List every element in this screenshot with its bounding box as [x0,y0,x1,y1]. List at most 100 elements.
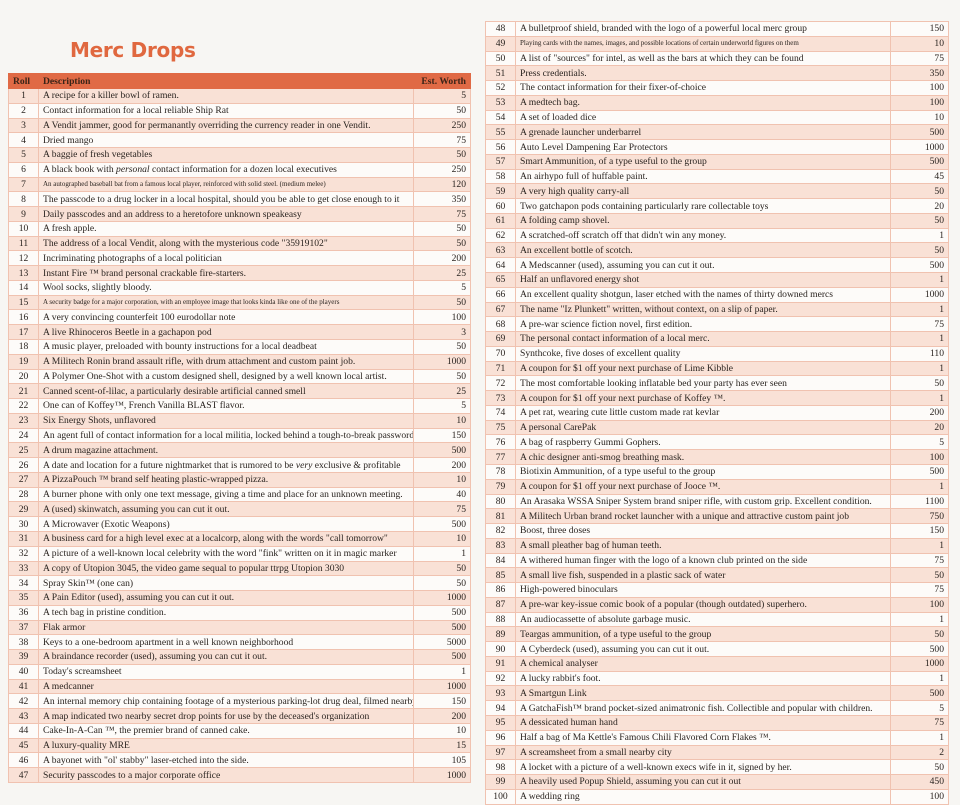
description-cell: A medcanner [38,678,414,695]
roll-cell: 59 [485,183,516,200]
table-row: 18 A music player, preloaded with bounty … [8,339,471,355]
table-row: 44 Cake-In-A-Can ™, the premier brand of … [8,722,471,739]
description-cell: Daily passcodes and an address to a here… [38,206,414,222]
worth-cell: 25 [413,265,471,281]
worth-cell: 75 [890,50,949,67]
table-row: 84 A withered human finger with the logo … [485,552,949,569]
description-cell: A burner phone with only one text messag… [38,486,414,503]
worth-cell: 50 [413,575,471,592]
description-cell: A pet rat, wearing cute little custom ma… [515,404,891,421]
worth-cell: 15 [413,737,471,754]
table-row: 46 A bayonet with "ol' stabby" laser-etch… [8,752,471,769]
worth-cell: 10 [413,412,471,429]
description-cell: A picture of a well-known local celebrit… [38,545,414,562]
worth-cell: 50 [413,102,471,119]
roll-cell: 43 [8,708,39,724]
table-row: 8 The passcode to a drug locker in a loca… [8,191,471,208]
description-cell: A live Rhinoceros Beetle in a gachapon p… [38,324,414,341]
roll-cell: 80 [485,493,516,510]
roll-cell: 53 [485,94,516,111]
description-text: A black book with [43,164,117,176]
description-cell: A chic designer anti-smog breathing mask… [515,449,891,465]
table-row: 32 A picture of a well-known local celebr… [8,545,471,562]
description-cell: A small pleather bag of human teeth. [515,537,891,554]
description-cell: A folding camp shovel. [515,212,891,229]
worth-cell: 5 [890,434,949,451]
worth-cell: 200 [413,250,471,267]
description-cell: A bag of raspberry Gummi Gophers. [515,434,891,451]
worth-cell: 2 [890,744,949,761]
roll-cell: 96 [485,729,516,746]
table-row: 54 A set of loaded dice 10 [485,109,949,126]
worth-cell: 200 [890,404,949,421]
roll-cell: 22 [8,398,39,414]
roll-cell: 95 [485,714,516,731]
table-row: 28 A burner phone with only one text mess… [8,486,471,503]
worth-cell: 5 [413,279,471,296]
description-cell: Dried mango [38,132,414,149]
worth-cell: 50 [890,375,949,392]
table-row: 16 A very convincing counterfeit 100 euro… [8,309,471,326]
roll-cell: 3 [8,117,39,134]
worth-cell: 10 [890,35,949,52]
description-cell: A music player, preloaded with bounty in… [38,339,414,355]
description-cell: The contact information for their fixer-… [515,80,891,96]
roll-cell: 55 [485,124,516,141]
header-worth: Est. Worth [413,73,471,89]
worth-cell: 110 [890,345,949,362]
table-row: 29 A (used) skinwatch, assuming you can c… [8,501,471,518]
worth-cell: 50 [413,235,471,252]
description-cell: A Polymer One-Shot with a custom designe… [38,368,414,385]
table-row: 25 A drum magazine attachment. 500 [8,442,471,459]
worth-cell: 100 [890,94,949,111]
description-cell: Incriminating photographs of a local pol… [38,250,414,267]
table-row: 12 Incriminating photographs of a local p… [8,250,471,267]
worth-cell: 1000 [890,655,949,672]
table-row: 68 A pre-war science fiction novel, first… [485,316,949,333]
table-row: 13 Instant Fire ™ brand personal crackabl… [8,265,471,281]
description-cell: A Pain Editor (used), assuming you can c… [38,590,414,606]
roll-cell: 70 [485,345,516,362]
roll-cell: 74 [485,404,516,421]
worth-cell: 1 [890,272,949,288]
table-row: 15 A security badge for a major corporati… [8,294,471,311]
roll-cell: 5 [8,147,39,163]
worth-cell: 350 [413,191,471,208]
drops-table-right: 48 A bulletproof shield, branded with the… [485,21,949,805]
roll-cell: 58 [485,168,516,185]
worth-cell: 150 [890,21,949,37]
worth-cell: 1 [890,360,949,377]
description-cell: A pre-war science fiction novel, first e… [515,316,891,333]
roll-cell: 61 [485,212,516,229]
description-cell: Two gatchapon pods containing particular… [515,198,891,214]
worth-cell: 100 [890,80,949,96]
description-cell: Cake-In-A-Can ™, the premier brand of ca… [38,722,414,739]
description-cell: A black book with personal contact infor… [38,161,414,178]
roll-cell: 94 [485,700,516,716]
roll-cell: 10 [8,220,39,237]
worth-cell: 500 [413,604,471,621]
table-row: 94 A GatchaFish™ brand pocket-sized anima… [485,700,949,716]
description-cell: A business card for a high level exec at… [38,530,414,547]
description-cell: Keys to a one-bedroom apartment in a wel… [38,634,414,651]
roll-cell: 81 [485,508,516,525]
description-emphasis: personal [116,164,150,176]
table-row: 11 The address of a local Vendit, along w… [8,235,471,252]
roll-cell: 50 [485,50,516,67]
roll-cell: 45 [8,737,39,754]
table-row: 73 A coupon for $1 off your next purchase… [485,390,949,406]
roll-cell: 88 [485,611,516,628]
roll-cell: 82 [485,523,516,539]
worth-cell: 50 [890,626,949,643]
roll-cell: 14 [8,279,39,296]
worth-cell: 105 [413,752,471,769]
description-cell: An internal memory chip containing foota… [38,693,414,710]
roll-cell: 51 [485,65,516,82]
description-cell: A date and location for a future nightma… [38,457,414,473]
table-row: 41 A medcanner 1000 [8,678,471,695]
table-row: 80 An Arasaka WSSA Sniper System brand sn… [485,493,949,510]
table-row: 65 Half an unflavored energy shot 1 [485,272,949,288]
worth-cell: 500 [890,257,949,274]
table-row: 34 Spray Skin™ (one can) 50 [8,575,471,592]
description-cell: Six Energy Shots, unflavored [38,412,414,429]
